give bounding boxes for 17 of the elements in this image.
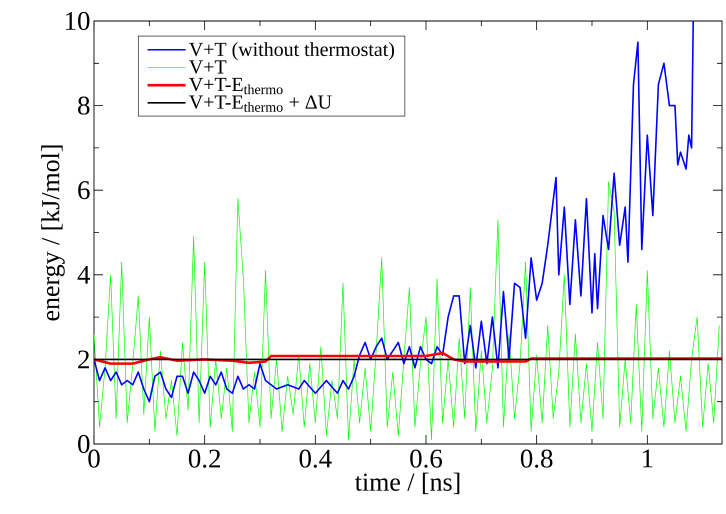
legend-label: V+T-E$_{thermo}$ bbox=[189, 78, 283, 94]
y-tick-label: 2 bbox=[78, 350, 89, 368]
x-tick-label: 0.2 bbox=[188, 450, 220, 468]
legend-label: V+T bbox=[189, 60, 226, 74]
y-tick-label: 8 bbox=[78, 96, 90, 115]
x-tick-label: 0.8 bbox=[520, 450, 552, 468]
legend-label: V+T (without thermostat) bbox=[189, 42, 394, 60]
x-tick-label: 0.4 bbox=[300, 450, 332, 468]
x-axis-title: time / [ns] bbox=[355, 472, 460, 494]
legend-label: V+T-E$_{thermo}$ + ΔU bbox=[189, 95, 332, 112]
y-axis-title: energy / [kJ/mol] bbox=[41, 145, 65, 320]
x-tick-label: 1 bbox=[642, 450, 652, 468]
x-tick-label: 0.6 bbox=[410, 450, 442, 468]
y-tick-label: 0 bbox=[78, 434, 90, 454]
y-tick-label: 4 bbox=[78, 266, 90, 284]
y-tick-label: 6 bbox=[78, 181, 90, 200]
y-tick-label: 10 bbox=[66, 12, 90, 30]
